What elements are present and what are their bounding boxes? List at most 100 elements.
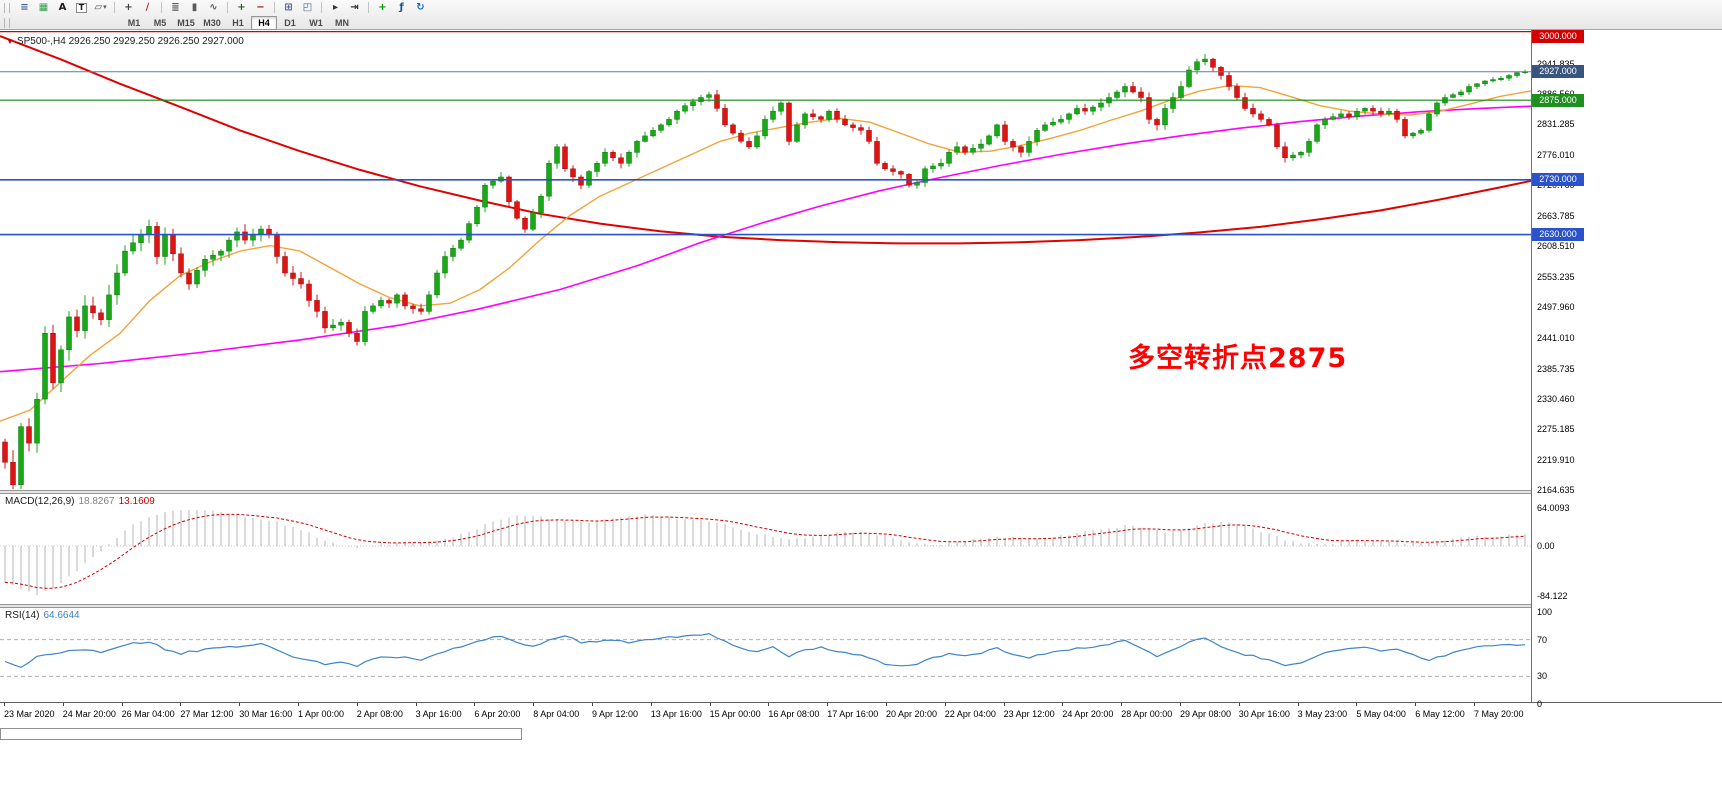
timeframe-button-h1[interactable]: H1: [232, 17, 244, 28]
price-scale-label: 2164.635: [1537, 484, 1575, 495]
time-tick: [1474, 703, 1475, 706]
macd-pane[interactable]: [0, 494, 1531, 604]
timeframe-button-w1[interactable]: W1: [309, 17, 323, 28]
candles: [2, 54, 1528, 490]
timeframe-button-m5[interactable]: M5: [153, 17, 167, 28]
time-tick: [827, 703, 829, 706]
bars-style-icon: ≣: [171, 1, 180, 13]
rsi-pane[interactable]: [0, 608, 1531, 702]
time-tick: [592, 703, 593, 706]
rsi-scale-label: 100: [1537, 607, 1553, 617]
time-tick: [239, 703, 241, 706]
price-badge-3000.000: 3000.000: [1532, 30, 1584, 43]
time-tick: [650, 703, 652, 706]
macd-scale-label: 64.0093: [1537, 503, 1570, 513]
chart-window: ▼ SP500-,H4 2926.250 2929.250 2926.250 29…: [0, 30, 1722, 801]
pane-divider[interactable]: [0, 604, 1722, 608]
time-tick: [1356, 703, 1358, 706]
macd-histogram: [4, 509, 1526, 596]
chart-annotation-text: 多空转折点2875: [1128, 343, 1348, 374]
time-scale-label: 15 Apr 00:00: [709, 709, 761, 719]
quick-trade-arrow-icon[interactable]: ▼: [6, 37, 14, 46]
crosshair-icon[interactable]: +: [120, 1, 137, 14]
macd-signal-value: 13.1609: [118, 496, 155, 507]
auto-scroll-icon[interactable]: ▸: [327, 1, 344, 14]
text-cursor-icon[interactable]: A: [54, 1, 71, 14]
time-scale-label: 27 Mar 12:00: [180, 709, 234, 719]
time-tick: [886, 703, 887, 706]
timeframe-button-m15[interactable]: M15: [177, 17, 195, 28]
zoom-in-icon: +: [237, 1, 246, 13]
time-tick: [474, 703, 476, 706]
time-tick: [1003, 703, 1005, 706]
time-tick: [1180, 703, 1181, 706]
macd-scale-label: -84.122: [1537, 591, 1568, 601]
new-order-icon[interactable]: +: [374, 1, 391, 14]
price-badge-2875.000: 2875.000: [1532, 93, 1584, 107]
indicators-icon[interactable]: ƒ: [393, 1, 410, 14]
auto-scroll-icon: ▸: [332, 1, 339, 13]
time-scale-label: 24 Mar 20:00: [62, 709, 116, 719]
time-tick: [533, 703, 535, 706]
timeframe-button-h4[interactable]: H4: [251, 15, 277, 30]
toolbar-separator: [274, 2, 275, 13]
time-scale[interactable]: 23 Mar 2020 24 Mar 20:00 26 Mar 04:00 27 Ma…: [0, 702, 1722, 724]
macd-main-value: 18.8267: [78, 496, 115, 507]
toolbar-row-timeframes: M1 M5 M15 M30 H1 H4 D1 W1 MN: [0, 15, 1722, 30]
timeframe-button-mn[interactable]: MN: [335, 17, 349, 28]
text-label-icon[interactable]: T: [73, 1, 90, 14]
cascade-windows-icon[interactable]: ◰: [299, 1, 316, 14]
price-scale-label: 2275.185: [1537, 424, 1575, 435]
price-scale-label: 2831.285: [1537, 119, 1575, 130]
zoom-in-icon[interactable]: +: [233, 1, 250, 14]
main-chart[interactable]: [0, 30, 1531, 490]
bars-style-icon[interactable]: ≣: [167, 1, 184, 14]
dropdown-arrow-icon: ▾: [103, 3, 107, 11]
line-style-icon[interactable]: ∿: [205, 1, 222, 14]
toolbar-drag-handle[interactable]: [4, 17, 10, 28]
time-tick: [1121, 703, 1123, 706]
price-scale-label: 2441.010: [1537, 333, 1575, 344]
ma-slow-red[interactable]: [0, 35, 1531, 245]
new-order-icon: +: [378, 1, 387, 13]
timeframe-button-d1[interactable]: D1: [284, 17, 296, 28]
time-tick: [1415, 703, 1417, 706]
timeframe-button-m1[interactable]: M1: [127, 17, 141, 28]
shapes-icon[interactable]: ▱ ▾: [92, 1, 109, 14]
rsi-value: 64.6644: [43, 610, 80, 621]
menu-icon[interactable]: ≡: [16, 1, 33, 14]
time-scale-label: 30 Mar 16:00: [239, 709, 293, 719]
rsi-scale-label: 0: [1537, 699, 1543, 709]
chart-shift-icon[interactable]: ⇥: [346, 1, 363, 14]
time-tick: [62, 703, 64, 706]
refresh-icon[interactable]: ↻: [412, 1, 429, 14]
timeframe-button-m30[interactable]: M30: [203, 17, 221, 28]
indicators-icon: ƒ: [399, 1, 404, 13]
pane-divider[interactable]: [0, 490, 1722, 494]
chart-shift-icon: ⇥: [350, 1, 359, 13]
macd-header: MACD(12,26,9) 18.8267 13.1609: [5, 496, 155, 507]
candles-style-icon[interactable]: ▮: [186, 1, 203, 14]
time-tick: [121, 703, 123, 706]
time-scale-label: 28 Apr 00:00: [1121, 709, 1173, 719]
price-scale-label: 2553.235: [1537, 271, 1575, 282]
new-chart-icon[interactable]: ▦: [35, 1, 52, 14]
price-scale[interactable]: 3000.000 2927.000 2875.000 2730.000 2630.000…: [1531, 30, 1722, 709]
tile-windows-icon[interactable]: ⊞: [280, 1, 297, 14]
minimized-chart-strip[interactable]: [0, 728, 522, 740]
toolbar-drag-handle[interactable]: [4, 2, 10, 13]
time-tick: [356, 703, 358, 706]
macd-label: MACD(12,26,9): [5, 496, 75, 507]
zoom-out-icon[interactable]: −: [252, 1, 269, 14]
time-tick: [4, 703, 5, 706]
time-tick: [709, 703, 711, 706]
toolbar-separator: [321, 2, 322, 13]
time-scale-label: 22 Apr 04:00: [944, 709, 996, 719]
time-scale-label: 24 Apr 20:00: [1062, 709, 1114, 719]
trendline-icon[interactable]: ∕: [139, 1, 156, 14]
time-scale-label: 23 Mar 2020: [4, 709, 55, 719]
time-scale-label: 3 May 23:00: [1297, 709, 1348, 719]
rsi-scale-label: 70: [1537, 634, 1548, 645]
candles-style-icon: ▮: [191, 1, 198, 13]
price-badge-2630.000: 2630.000: [1532, 228, 1584, 242]
